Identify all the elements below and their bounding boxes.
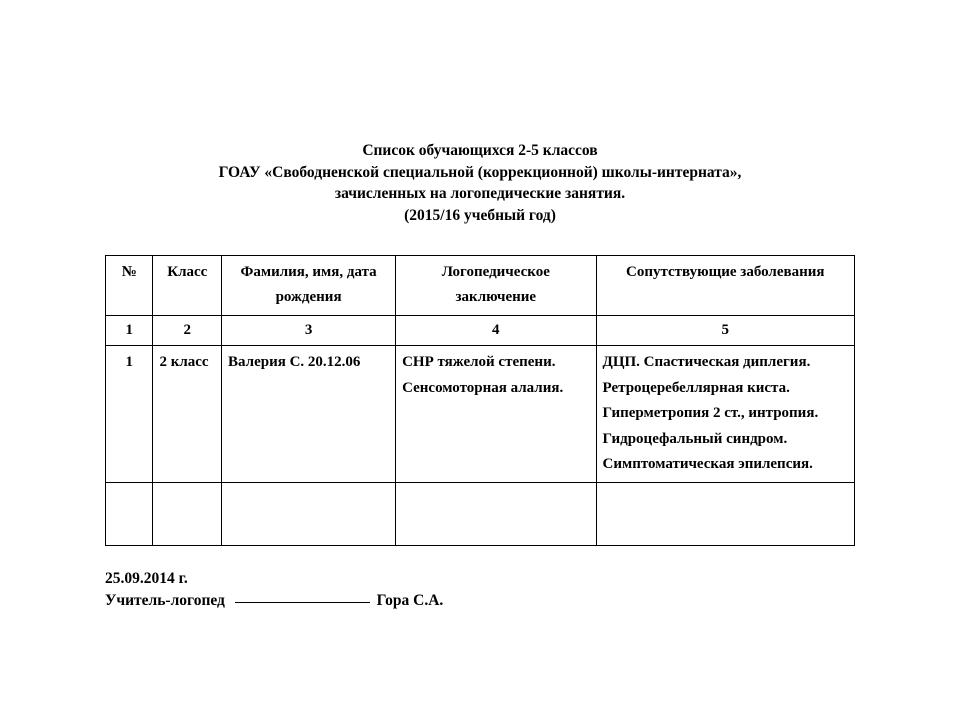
cell-diag: СНР тяжелой степени. Сенсомоторная алали… <box>396 346 596 483</box>
title-line-3: зачисленных на логопедические занятия. <box>105 183 855 205</box>
footer-signature-line: Учитель-логопед Гора С.А. <box>105 590 855 612</box>
cell-assoc: ДЦП. Спастическая диплегия. Ретроцеребел… <box>596 346 854 483</box>
students-table: № Класс Фамилия, имя, дата рождения Лого… <box>105 255 855 546</box>
cell-num: 1 <box>106 346 153 483</box>
header-diag: Логопедическое заключение <box>396 255 596 315</box>
title-line-2: ГОАУ «Свободненской специальной (коррекц… <box>105 162 855 184</box>
header-class: Класс <box>153 255 222 315</box>
footer-block: 25.09.2014 г. Учитель-логопед Гора С.А. <box>105 568 855 613</box>
empty-cell <box>106 482 153 545</box>
table-row: 1 2 класс Валерия С. 20.12.06 СНР тяжело… <box>106 346 855 483</box>
title-line-1: Список обучающихся 2-5 классов <box>105 140 855 162</box>
colnum-5: 5 <box>596 315 854 346</box>
empty-cell <box>153 482 222 545</box>
empty-cell <box>596 482 854 545</box>
empty-cell <box>396 482 596 545</box>
footer-role: Учитель-логопед <box>105 592 225 609</box>
header-assoc: Сопутствующие заболевания <box>596 255 854 315</box>
table-number-row: 1 2 3 4 5 <box>106 315 855 346</box>
cell-class: 2 класс <box>153 346 222 483</box>
title-block: Список обучающихся 2-5 классов ГОАУ «Сво… <box>105 140 855 227</box>
colnum-1: 1 <box>106 315 153 346</box>
colnum-4: 4 <box>396 315 596 346</box>
footer-date: 25.09.2014 г. <box>105 568 855 590</box>
header-num: № <box>106 255 153 315</box>
header-name: Фамилия, имя, дата рождения <box>222 255 396 315</box>
colnum-3: 3 <box>222 315 396 346</box>
title-line-4: (2015/16 учебный год) <box>105 205 855 227</box>
table-header-row: № Класс Фамилия, имя, дата рождения Лого… <box>106 255 855 315</box>
document-page: Список обучающихся 2-5 классов ГОАУ «Сво… <box>0 0 960 720</box>
empty-cell <box>222 482 396 545</box>
table-row-empty <box>106 482 855 545</box>
colnum-2: 2 <box>153 315 222 346</box>
footer-name: Гора С.А. <box>377 592 444 609</box>
signature-underline <box>235 602 370 603</box>
cell-name: Валерия С. 20.12.06 <box>222 346 396 483</box>
